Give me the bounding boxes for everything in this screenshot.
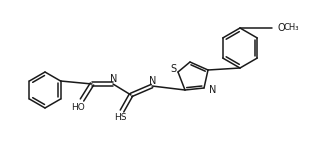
Text: N: N bbox=[209, 85, 216, 95]
Text: CH₃: CH₃ bbox=[284, 23, 300, 32]
Text: HO: HO bbox=[71, 102, 85, 112]
Text: S: S bbox=[170, 64, 176, 74]
Text: N: N bbox=[149, 76, 157, 86]
Text: O: O bbox=[277, 23, 285, 33]
Text: HS: HS bbox=[114, 113, 126, 123]
Text: N: N bbox=[110, 74, 118, 84]
